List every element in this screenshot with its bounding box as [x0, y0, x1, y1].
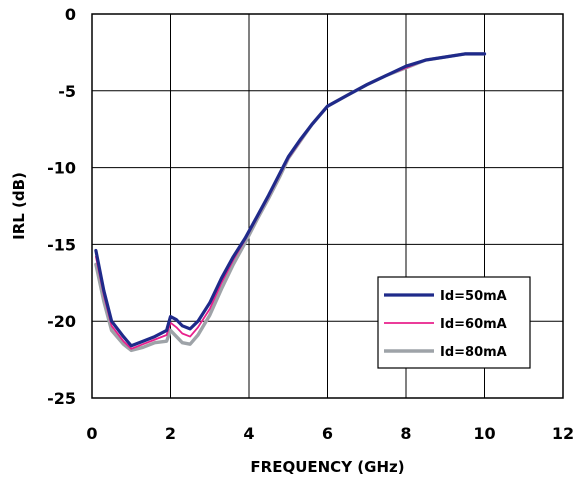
y-tick-label: -5 — [58, 82, 76, 101]
legend-label: Id=50mA — [440, 289, 507, 304]
plot-frame — [91, 13, 564, 399]
y-tick-label: -10 — [47, 159, 76, 178]
series-line-id-50ma — [94, 52, 487, 348]
legend-label: Id=60mA — [440, 317, 507, 332]
legend: Id=50mA Id=60mA Id=80mA — [377, 276, 531, 369]
x-tick-label: 6 — [322, 424, 333, 443]
legend-label: Id=80mA — [440, 345, 507, 360]
x-tick-label: 10 — [473, 424, 495, 443]
x-tick-label: 12 — [552, 424, 574, 443]
x-axis-title: FREQUENCY (GHz) — [250, 458, 404, 476]
x-tick-label: 8 — [400, 424, 411, 443]
y-tick-label: -15 — [47, 235, 76, 254]
y-tick-label: -20 — [47, 312, 76, 331]
series-lines — [94, 52, 487, 353]
tick-labels: 0 2 4 6 8 10 12 0 -5 -10 -15 -20 -25 — [47, 5, 574, 443]
x-tick-label: 4 — [243, 424, 254, 443]
x-tick-label: 0 — [86, 424, 97, 443]
y-axis-title: IRL (dB) — [10, 172, 28, 240]
y-tick-label: 0 — [65, 5, 76, 24]
x-tick-label: 2 — [165, 424, 176, 443]
y-tick-label: -25 — [47, 389, 76, 408]
